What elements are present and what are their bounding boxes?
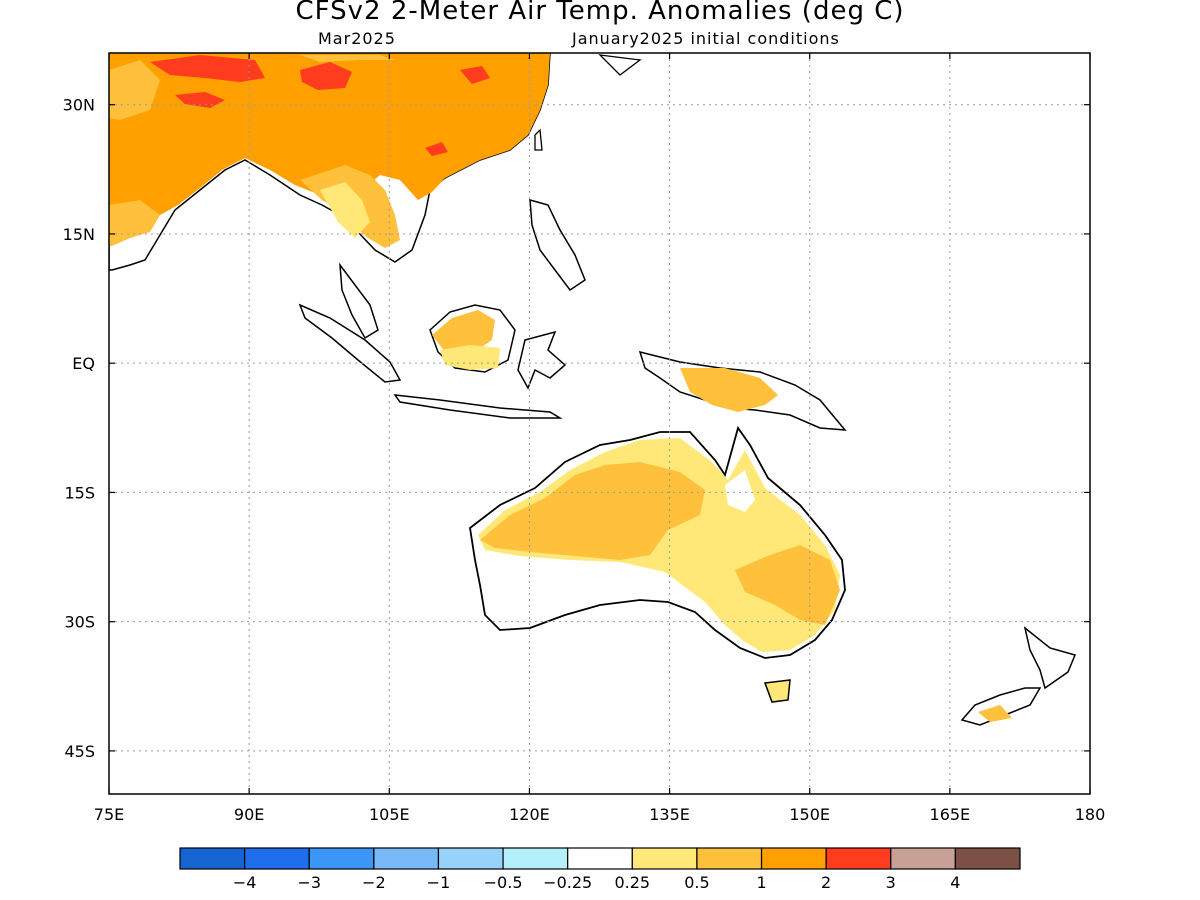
lon-tick-label: 150E: [789, 805, 830, 824]
colorbar-label: −1: [427, 873, 451, 892]
japan-fragment: [598, 54, 642, 76]
sulawesi: [517, 330, 567, 390]
asia-anomaly-05b: [300, 55, 395, 62]
lat-tick-label: 30S: [64, 613, 95, 632]
colorbar-swatch: [631, 847, 698, 870]
lat-tick-label: 30N: [63, 96, 95, 115]
colorbar-label: −0.25: [543, 873, 592, 892]
map-frame: [108, 52, 1091, 795]
colorbar-label: −4: [233, 873, 257, 892]
lat-tick-label: EQ: [72, 354, 95, 373]
java: [393, 394, 563, 419]
colorbar-swatch: [890, 847, 956, 870]
tasmania: [763, 679, 791, 703]
colorbar-swatch: [373, 847, 440, 870]
colorbar-label: −0.5: [484, 873, 523, 892]
colorbar-swatch: [244, 847, 310, 870]
lon-tick-label: 120E: [509, 805, 550, 824]
taiwan: [534, 128, 543, 151]
map-title: CFSv2 2-Meter Air Temp. Anomalies (deg C…: [295, 0, 905, 26]
graticule: [109, 53, 1090, 794]
borneo-anomaly-05: [432, 310, 495, 355]
australia-anomaly-05b: [735, 545, 840, 625]
philippines: [529, 198, 586, 292]
colorbar-label: 1: [756, 873, 766, 892]
colorbar-label: −3: [297, 873, 321, 892]
nz-anomaly-05: [978, 705, 1012, 722]
colorbar-swatch: [308, 847, 375, 870]
axis-labels: 30N 15N EQ 15S 30S 45S 75E 90E 105E 120E 135E 150E 1…: [63, 53, 1106, 824]
nz-north: [1023, 626, 1077, 690]
china-anomaly-2: [460, 66, 490, 84]
colorbar-swatch: [760, 847, 827, 870]
colorbar-label: 4: [950, 873, 960, 892]
colorbar-swatch: [954, 847, 1021, 870]
colorbar: −4 −3 −2 −1 −0.5 −0.25 0.25 0.5 1 2 3 4: [179, 847, 1021, 892]
initial-conditions-label: January2025 initial conditions: [572, 29, 840, 48]
lat-tick-label: 15N: [63, 225, 95, 244]
borneo-anomaly-025: [440, 345, 500, 370]
malay-peninsula: [339, 262, 379, 340]
himalaya-anomaly-2: [175, 92, 225, 108]
colorbar-swatch: [437, 847, 504, 870]
australia-anomaly-white: [725, 470, 755, 512]
colorbar-label: 0.25: [614, 873, 650, 892]
tibet-anomaly-2: [150, 55, 265, 82]
colorbar-swatch: [502, 847, 569, 870]
anomaly-field: [109, 53, 1077, 726]
lat-tick-label: 45S: [64, 742, 95, 761]
colorbar-label: 3: [886, 873, 896, 892]
lon-tick-label: 90E: [234, 805, 264, 824]
india-anomaly-05: [109, 200, 160, 246]
png-anomaly-05: [680, 368, 778, 412]
lon-tick-label: 105E: [369, 805, 410, 824]
lat-tick-label: 15S: [64, 483, 95, 502]
lon-tick-label: 135E: [649, 805, 690, 824]
colorbar-swatch: [179, 847, 246, 870]
lon-tick-label: 165E: [930, 805, 971, 824]
colorbar-label: 0.5: [684, 873, 709, 892]
china-anomaly-2b: [425, 142, 448, 156]
colorbar-label: 2: [821, 873, 831, 892]
forecast-month: Mar2025: [318, 29, 396, 48]
colorbar-label: −2: [362, 873, 386, 892]
australia-anomaly-05a: [480, 462, 705, 560]
lon-tick-label: 180: [1075, 805, 1106, 824]
tibet-anomaly-2b: [300, 62, 352, 90]
colorbar-swatch: [567, 847, 633, 870]
colorbar-swatch: [825, 847, 892, 870]
lon-tick-label: 75E: [94, 805, 124, 824]
colorbar-swatch: [696, 847, 763, 870]
indochina-anomaly-025: [320, 182, 370, 238]
sumatra: [298, 303, 402, 383]
